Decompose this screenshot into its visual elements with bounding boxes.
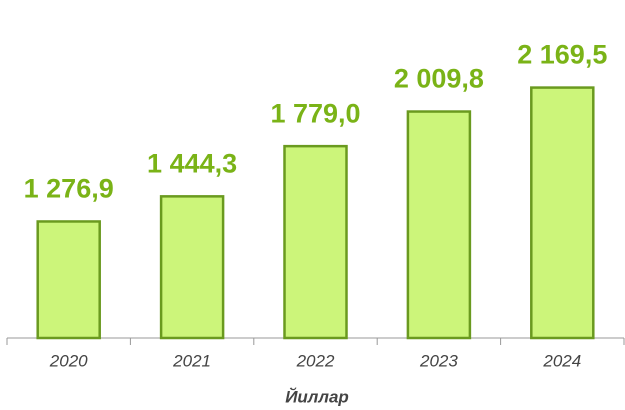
data-label: 1 779,0 xyxy=(270,98,360,128)
data-label: 1 444,3 xyxy=(147,148,237,178)
bar xyxy=(283,144,348,340)
bar xyxy=(36,220,101,340)
bar xyxy=(406,110,472,340)
data-label: 1 276,9 xyxy=(24,174,114,204)
x-tick-label: 2020 xyxy=(49,351,88,370)
x-tick-label: 2021 xyxy=(172,351,211,370)
x-axis-title: Йиллар xyxy=(285,386,349,406)
data-label: 2 009,8 xyxy=(394,64,484,94)
x-tick-label: 2024 xyxy=(542,351,581,370)
x-tick-label: 2022 xyxy=(296,351,335,370)
bar xyxy=(159,195,225,340)
x-tick-label: 2023 xyxy=(419,351,458,370)
bar xyxy=(530,86,595,340)
data-label: 2 169,5 xyxy=(517,40,607,70)
